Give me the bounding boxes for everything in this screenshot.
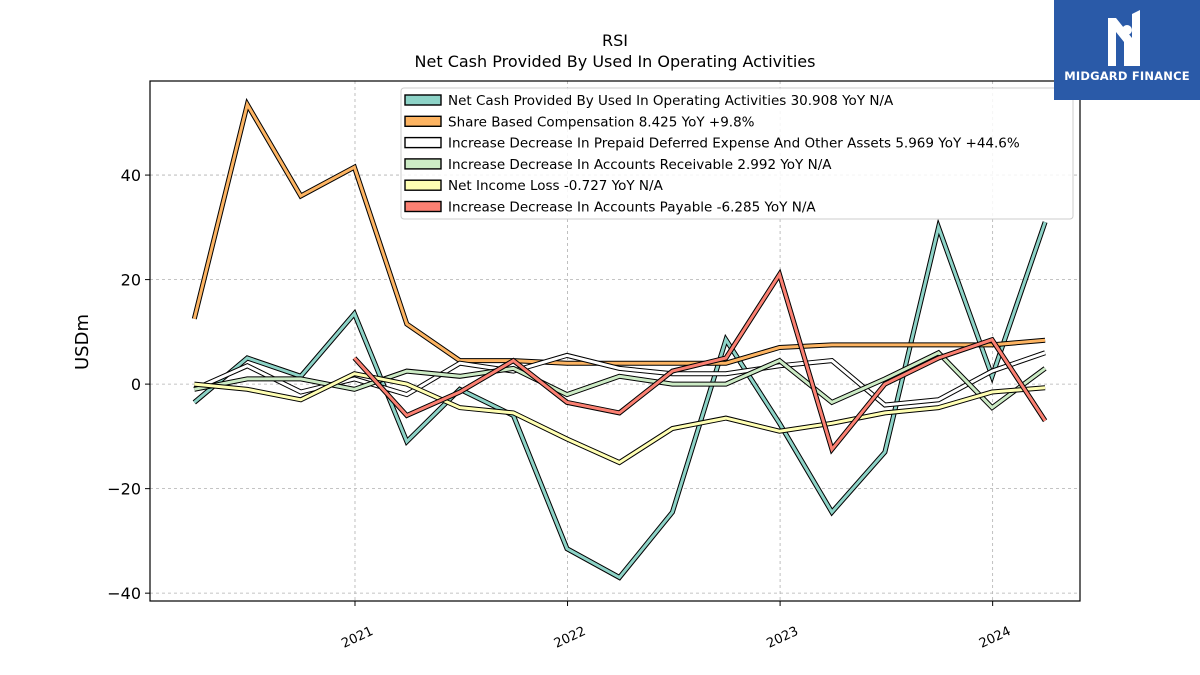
y-tick-label: 20 (121, 271, 141, 290)
series-stroke (353, 270, 1047, 453)
legend-entry: Net Cash Provided By Used In Operating A… (448, 93, 894, 109)
axis-ticks: −40 −20 0 20 40 2021 2022 2023 2024 (107, 166, 1013, 652)
y-tick-label: −40 (107, 584, 141, 603)
x-tick-label: 2023 (764, 624, 800, 652)
y-axis-label: USDm (72, 314, 93, 370)
legend-swatch (404, 179, 442, 191)
chart-title: RSI (602, 31, 628, 50)
series-stroke (192, 100, 1046, 365)
legend-swatch (404, 115, 442, 128)
series-stroke (194, 350, 1046, 410)
legend-entry: Share Based Compensation 8.425 YoY +9.8% (448, 114, 755, 130)
series-line-5 (352, 268, 1048, 455)
chart-subtitle: Net Cash Provided By Used In Operating A… (415, 52, 816, 71)
brand-logo: MIDGARD FINANCE (1054, 0, 1200, 100)
legend-entry: Increase Decrease In Accounts Receivable… (448, 157, 832, 173)
legend-swatch (404, 200, 442, 213)
series-outline (194, 371, 1046, 466)
series-line-3 (193, 349, 1047, 411)
legend-box (400, 87, 1074, 220)
series-stroke (194, 372, 1046, 465)
legend-entry: Increase Decrease In Prepaid Deferred Ex… (448, 136, 1020, 152)
legend-entry: Increase Decrease In Accounts Payable -6… (448, 200, 816, 216)
plot-frame (149, 80, 1081, 602)
midgard-logo-icon (1108, 10, 1140, 66)
legend: Net Cash Provided By Used In Operating A… (400, 87, 1074, 220)
legend-swatch (404, 136, 442, 149)
x-tick-label: 2024 (977, 624, 1013, 652)
legend-swatch (404, 158, 442, 170)
series-lines (191, 97, 1048, 581)
y-tick-label: 40 (121, 166, 141, 185)
y-tick-label: 0 (131, 375, 141, 394)
brand-name: MIDGARD FINANCE (1064, 69, 1190, 83)
legend-swatch (404, 94, 442, 106)
legend-entry: Net Income Loss -0.727 YoY N/A (448, 178, 664, 194)
y-tick-label: −20 (107, 480, 141, 499)
series-line-4 (194, 371, 1046, 466)
series-line-1 (191, 97, 1046, 366)
x-tick-label: 2021 (339, 624, 375, 652)
x-tick-label: 2022 (552, 624, 588, 652)
